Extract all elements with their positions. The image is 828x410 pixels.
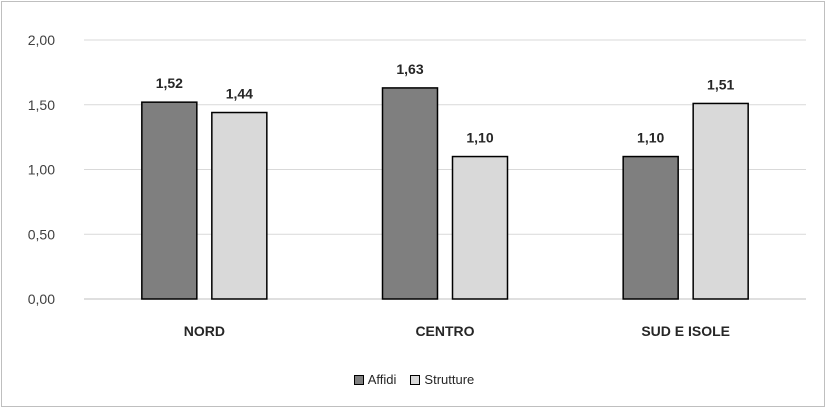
data-label: 1,10 [466,130,493,146]
data-label: 1,10 [637,130,664,146]
bar [622,155,679,300]
bar [141,101,198,300]
y-tick-label: 0,50 [28,226,55,242]
bar [381,87,439,300]
data-label: 1,44 [226,86,253,102]
x-category-label: CENTRO [415,323,474,339]
x-category-label: NORD [184,323,225,339]
bar [211,111,268,300]
bar [451,155,509,300]
legend-swatch-affidi [353,374,364,385]
legend-item-affidi: Affidi [353,372,397,387]
data-label: 1,63 [396,61,423,77]
x-category-label: SUD E ISOLE [641,323,730,339]
legend-label-affidi: Affidi [367,372,397,387]
y-tick-label: 1,00 [28,162,55,178]
y-tick-label: 1,50 [28,97,55,113]
legend: Affidi Strutture [0,372,828,387]
data-label: 1,51 [707,76,734,92]
y-tick-label: 2,00 [28,32,55,48]
bar [692,102,749,300]
legend-swatch-strutture [410,374,421,385]
legend-item-strutture: Strutture [410,372,474,387]
data-label: 1,52 [156,75,183,91]
legend-label-strutture: Strutture [424,372,475,387]
y-tick-label: 0,00 [28,291,55,307]
